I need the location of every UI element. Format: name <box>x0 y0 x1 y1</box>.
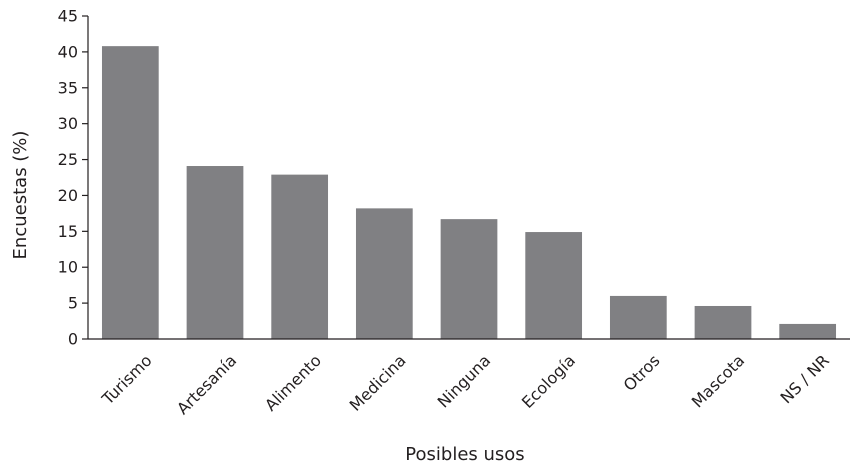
x-tick-label: Artesanía <box>173 351 240 418</box>
x-tick-label: Medicina <box>346 351 410 415</box>
y-axis: 0 5 10 15 20 25 30 35 40 45 <box>58 7 89 349</box>
x-tick-label: Ninguna <box>434 351 495 412</box>
y-tick-label: 5 <box>68 294 78 313</box>
y-tick-label: 25 <box>58 150 78 169</box>
bar <box>779 323 837 339</box>
y-axis-title: Encuestas (%) <box>10 131 31 260</box>
y-tick-label: 0 <box>68 330 78 349</box>
x-axis: Turismo Artesanía Alimento Medicina Ninguna E… <box>88 338 850 418</box>
x-tick-label: Turismo <box>98 351 156 409</box>
y-tick-label: 30 <box>58 114 78 133</box>
y-tick-label: 35 <box>58 78 78 97</box>
x-tick-label: Mascota <box>688 351 749 412</box>
bar <box>271 174 329 339</box>
x-tick-label: Alimento <box>261 351 325 415</box>
y-tick-label: 40 <box>58 42 78 61</box>
y-tick-label: 15 <box>58 222 78 241</box>
bar <box>186 166 244 339</box>
bar <box>101 46 159 339</box>
bar <box>355 208 413 339</box>
x-tick-label: Ecología <box>518 351 579 412</box>
bar <box>609 295 667 339</box>
x-tick-label: Otros <box>620 351 664 395</box>
y-tick-label: 20 <box>58 186 78 205</box>
bar <box>440 219 498 339</box>
y-tick-label: 10 <box>58 258 78 277</box>
x-axis-title: Posibles usos <box>405 444 524 465</box>
bar <box>525 232 583 339</box>
x-tick-label: NS / NR <box>777 351 833 407</box>
bars-group <box>101 46 837 339</box>
bar <box>694 305 752 339</box>
y-tick-label: 45 <box>58 7 78 26</box>
